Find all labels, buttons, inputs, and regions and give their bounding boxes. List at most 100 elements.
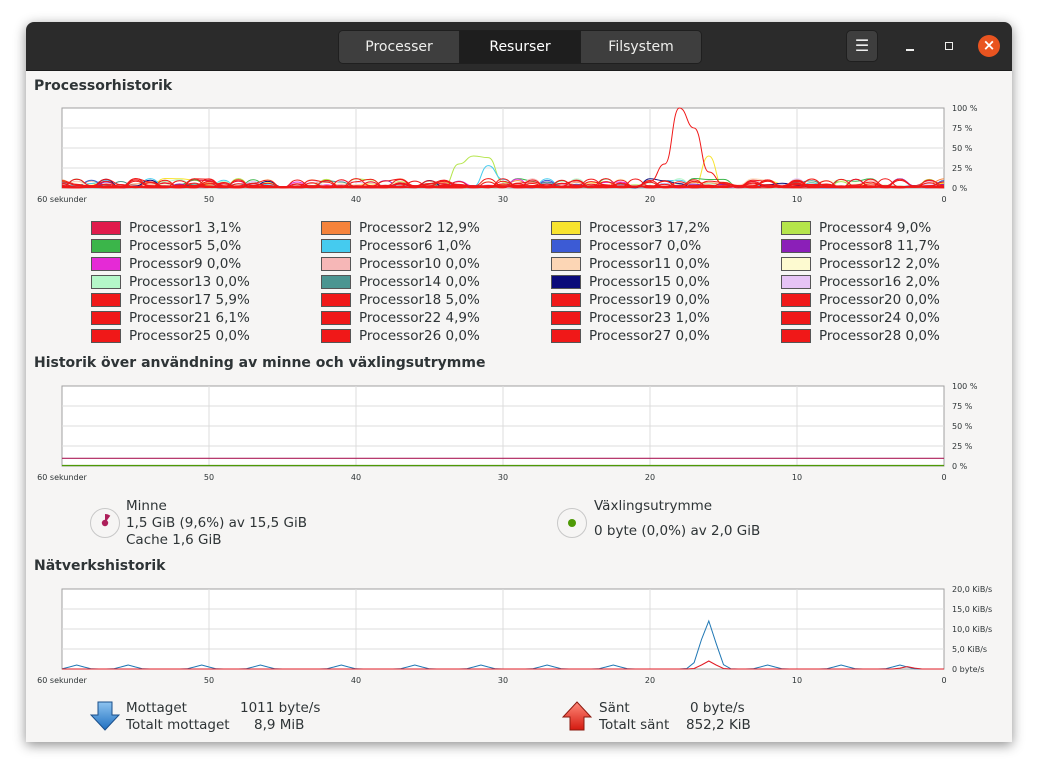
cpu-color-swatch[interactable] bbox=[321, 275, 351, 289]
cpu-legend-label: Processor16 2,0% bbox=[819, 274, 940, 290]
cpu-legend-label: Processor26 0,0% bbox=[359, 328, 480, 344]
sent-info: Sänt 0 byte/s Totalt sänt 852,2 KiB bbox=[599, 700, 799, 734]
cpu-legend-label: Processor9 0,0% bbox=[129, 256, 242, 272]
download-arrow-icon bbox=[90, 701, 120, 731]
cpu-color-swatch[interactable] bbox=[91, 257, 121, 271]
memory-x-tick: 20 bbox=[645, 473, 655, 482]
cpu-series-line bbox=[61, 178, 945, 189]
cpu-color-swatch[interactable] bbox=[781, 257, 811, 271]
hamburger-icon[interactable]: ☰ bbox=[846, 30, 878, 62]
cpu-section-title: Processorhistorik bbox=[34, 78, 173, 94]
cpu-color-swatch[interactable] bbox=[321, 257, 351, 271]
cpu-color-swatch[interactable] bbox=[551, 293, 581, 307]
tab-resurser[interactable]: Resurser bbox=[460, 31, 581, 63]
tab-processer[interactable]: Processer bbox=[339, 31, 460, 63]
memory-info: Minne 1,5 GiB (9,6%) av 15,5 GiB Cache 1… bbox=[126, 498, 307, 549]
cpu-color-swatch[interactable] bbox=[781, 239, 811, 253]
cpu-color-swatch[interactable] bbox=[551, 329, 581, 343]
tab-filsystem[interactable]: Filsystem bbox=[581, 31, 701, 63]
sent-total: 852,2 KiB bbox=[686, 717, 751, 733]
cpu-legend-label: Processor23 1,0% bbox=[589, 310, 710, 326]
network-x-tick: 30 bbox=[498, 676, 508, 685]
sent-total-label: Totalt sänt bbox=[599, 717, 670, 733]
cpu-color-swatch[interactable] bbox=[91, 311, 121, 325]
cpu-x-tick: 30 bbox=[498, 195, 508, 204]
maximize-icon[interactable] bbox=[938, 35, 960, 57]
memory-label: Minne bbox=[126, 498, 167, 514]
cpu-legend-label: Processor5 5,0% bbox=[129, 238, 242, 254]
network-x-tick: 60 sekunder bbox=[37, 676, 87, 685]
cpu-color-swatch[interactable] bbox=[91, 329, 121, 343]
cpu-color-swatch[interactable] bbox=[321, 239, 351, 253]
network-y-tick: 0 byte/s bbox=[952, 665, 984, 674]
cpu-legend-label: Processor10 0,0% bbox=[359, 256, 480, 272]
cpu-x-tick: 40 bbox=[351, 195, 361, 204]
cpu-color-swatch[interactable] bbox=[321, 329, 351, 343]
view-switcher: Processer Resurser Filsystem bbox=[338, 30, 702, 64]
cpu-color-swatch[interactable] bbox=[321, 221, 351, 235]
memory-y-tick: 75 % bbox=[952, 402, 973, 411]
cpu-legend-label: Processor11 0,0% bbox=[589, 256, 710, 272]
network-y-tick: 20,0 KiB/s bbox=[952, 585, 992, 594]
cpu-legend-label: Processor28 0,0% bbox=[819, 328, 940, 344]
cpu-legend-label: Processor24 0,0% bbox=[819, 310, 940, 326]
cpu-color-swatch[interactable] bbox=[551, 275, 581, 289]
cpu-color-swatch[interactable] bbox=[91, 275, 121, 289]
sent-label: Sänt bbox=[599, 700, 630, 716]
cpu-color-swatch[interactable] bbox=[781, 275, 811, 289]
memory-x-tick: 10 bbox=[792, 473, 802, 482]
cpu-legend-label: Processor7 0,0% bbox=[589, 238, 702, 254]
cpu-color-swatch[interactable] bbox=[91, 221, 121, 235]
cpu-legend-label: Processor13 0,0% bbox=[129, 274, 250, 290]
cpu-color-swatch[interactable] bbox=[781, 311, 811, 325]
cpu-legend-label: Processor22 4,9% bbox=[359, 310, 480, 326]
minimize-icon[interactable] bbox=[899, 35, 921, 57]
cpu-color-swatch[interactable] bbox=[321, 293, 351, 307]
cpu-color-swatch[interactable] bbox=[91, 293, 121, 307]
cpu-color-swatch[interactable] bbox=[321, 311, 351, 325]
cpu-color-swatch[interactable] bbox=[551, 311, 581, 325]
cpu-color-swatch[interactable] bbox=[781, 293, 811, 307]
network-x-tick: 20 bbox=[645, 676, 655, 685]
received-info: Mottaget 1011 byte/s Totalt mottaget 8,9… bbox=[126, 700, 326, 734]
memory-pie-icon[interactable] bbox=[90, 508, 120, 538]
cpu-series-line bbox=[61, 179, 944, 189]
cpu-y-tick: 75 % bbox=[952, 124, 973, 133]
network-x-tick: 10 bbox=[792, 676, 802, 685]
network-series-line bbox=[62, 660, 944, 670]
cpu-series-line bbox=[61, 178, 945, 189]
cpu-legend-label: Processor6 1,0% bbox=[359, 238, 472, 254]
swap-pie-icon[interactable] bbox=[557, 508, 587, 538]
cpu-x-tick: 50 bbox=[204, 195, 214, 204]
cpu-color-swatch[interactable] bbox=[781, 329, 811, 343]
cpu-legend-label: Processor21 6,1% bbox=[129, 310, 250, 326]
memory-x-tick: 60 sekunder bbox=[37, 473, 87, 482]
memory-x-tick: 40 bbox=[351, 473, 361, 482]
cpu-x-tick: 10 bbox=[792, 195, 802, 204]
cpu-color-swatch[interactable] bbox=[551, 239, 581, 253]
cpu-color-swatch[interactable] bbox=[551, 257, 581, 271]
cpu-color-swatch[interactable] bbox=[551, 221, 581, 235]
network-x-tick: 40 bbox=[351, 676, 361, 685]
network-x-tick: 50 bbox=[204, 676, 214, 685]
network-y-tick: 5,0 KiB/s bbox=[952, 645, 987, 654]
cpu-legend-label: Processor19 0,0% bbox=[589, 292, 710, 308]
cpu-x-tick: 0 bbox=[941, 195, 946, 204]
swap-usage: 0 byte (0,0%) av 2,0 GiB bbox=[594, 523, 761, 539]
cpu-color-swatch[interactable] bbox=[91, 239, 121, 253]
cpu-legend-label: Processor3 17,2% bbox=[589, 220, 710, 236]
received-label: Mottaget bbox=[126, 700, 187, 716]
cpu-color-swatch[interactable] bbox=[781, 221, 811, 235]
cpu-x-tick: 60 sekunder bbox=[37, 195, 87, 204]
received-total: 8,9 MiB bbox=[254, 717, 305, 733]
memory-x-tick: 30 bbox=[498, 473, 508, 482]
cpu-legend-label: Processor1 3,1% bbox=[129, 220, 242, 236]
cpu-legend-label: Processor12 2,0% bbox=[819, 256, 940, 272]
close-icon[interactable]: × bbox=[978, 35, 1000, 57]
network-x-tick: 0 bbox=[941, 676, 946, 685]
memory-x-tick: 50 bbox=[204, 473, 214, 482]
received-total-label: Totalt mottaget bbox=[126, 717, 230, 733]
cpu-y-tick: 25 % bbox=[952, 164, 973, 173]
cpu-x-tick: 20 bbox=[645, 195, 655, 204]
cpu-legend-label: Processor4 9,0% bbox=[819, 220, 932, 236]
